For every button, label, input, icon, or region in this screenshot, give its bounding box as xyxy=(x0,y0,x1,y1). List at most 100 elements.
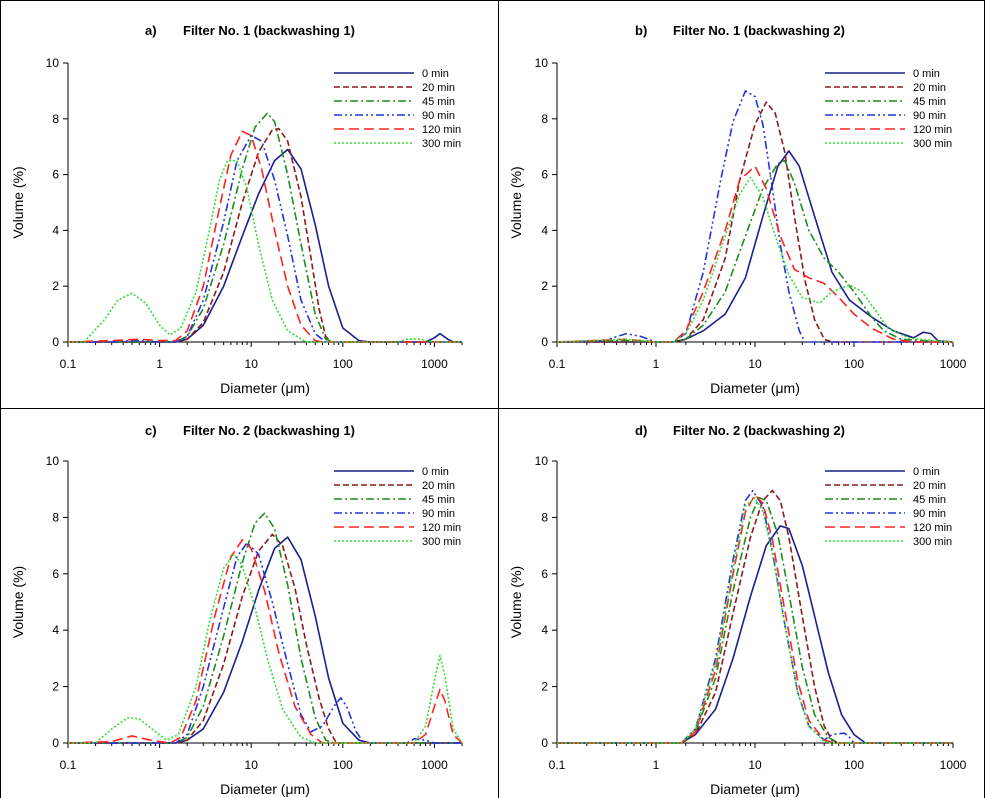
panel-0-series-line-120-min xyxy=(67,130,462,343)
panel-2-legend-label-0-min: 0 min xyxy=(422,466,449,478)
panel-0-y-tick-label: 6 xyxy=(52,168,59,182)
panel-3-y-axis-label: Volume (%) xyxy=(508,566,524,638)
panel-0-x-tick-label: 100 xyxy=(333,357,353,371)
panel-2-y-axis-label: Volume (%) xyxy=(10,566,26,638)
panel-3-y-tick-label: 2 xyxy=(541,680,548,694)
panel-2-series-line-120-min xyxy=(67,539,463,744)
panel-3-legend-label-90-min: 90 min xyxy=(913,508,946,520)
panel-1-y-tick-label: 2 xyxy=(541,279,548,293)
panel-0-y-axis-label: Volume (%) xyxy=(10,166,26,238)
panel-3-chart-title: Filter No. 2 (backwashing 2) xyxy=(673,423,845,438)
panel-1-series-line-90-min xyxy=(556,90,953,343)
panel-1-y-tick-label: 8 xyxy=(541,112,548,126)
panel-3-series-line-120-min xyxy=(557,494,953,744)
panel-0-legend-label-45-min: 45 min xyxy=(422,96,455,108)
panel-d: d) Filter No. 2 (backwashing 2) 0 2 4 6 8 10 0.1… xyxy=(499,409,984,798)
panel-0-legend-label-300-min: 300 min xyxy=(422,138,461,150)
panel-3-panel-label: d) xyxy=(635,423,647,438)
panel-2-y-tick-label: 4 xyxy=(52,623,59,637)
panel-3-series-line-20-min xyxy=(557,489,953,744)
panel-3-x-tick-label: 1 xyxy=(653,758,660,772)
panel-0-y-tick-label: 2 xyxy=(52,279,59,293)
panel-2-series-line-90-min xyxy=(68,541,462,744)
panel-2-legend-label-20-min: 20 min xyxy=(422,480,455,492)
panel-1-x-axis-label: Diameter (μm) xyxy=(710,380,800,396)
panel-0-y-tick-label: 0 xyxy=(52,335,59,349)
panel-c: c) Filter No. 2 (backwashing 1) 0 2 4 6 8 10 0.1… xyxy=(1,409,498,798)
panel-3-legend-label-0-min: 0 min xyxy=(913,466,940,478)
panel-3-x-tick-label: 1000 xyxy=(940,758,967,772)
panel-3-y-tick-label: 6 xyxy=(541,567,548,581)
panel-3-legend-label-20-min: 20 min xyxy=(913,480,946,492)
chart-b: b) Filter No. 1 (backwashing 2) 0 2 4 6 8 10 0.1… xyxy=(508,23,967,396)
panel-2-y-tick-label: 10 xyxy=(46,454,60,468)
panel-0-x-tick-label: 10 xyxy=(245,357,259,371)
panel-2-y-tick-label: 2 xyxy=(52,680,59,694)
panel-3-y-tick-label: 4 xyxy=(541,623,548,637)
panel-3-y-tick-label: 10 xyxy=(535,454,549,468)
panel-1-series-line-45-min xyxy=(556,159,954,343)
panel-2-x-tick-label: 1 xyxy=(156,758,163,772)
panel-1-legend-label-90-min: 90 min xyxy=(913,110,946,122)
panel-1-x-tick-label: 1000 xyxy=(940,357,967,371)
panel-1-y-tick-label: 4 xyxy=(541,223,548,237)
panel-0-x-tick-label: 1000 xyxy=(421,357,448,371)
panel-3-series-line-300-min xyxy=(557,496,953,744)
panel-1-series-line-0-min xyxy=(557,150,954,343)
panel-2-series-line-20-min xyxy=(68,533,462,744)
panel-0-y-tick-label: 8 xyxy=(52,112,59,126)
panel-0-series-line-0-min xyxy=(68,148,462,343)
panel-2-series-line-45-min xyxy=(68,512,462,744)
panel-0-series-line-45-min xyxy=(68,112,462,343)
panel-b: b) Filter No. 1 (backwashing 2) 0 2 4 6 8 10 0.1… xyxy=(499,1,984,408)
panel-2-x-tick-label: 0.1 xyxy=(60,758,77,772)
panel-0-series-line-300-min xyxy=(68,159,462,343)
panel-0-panel-label: a) xyxy=(145,23,157,38)
panel-2-x-tick-label: 1000 xyxy=(421,758,448,772)
panel-0-legend-label-120-min: 120 min xyxy=(422,124,461,136)
panel-3-legend-label-45-min: 45 min xyxy=(913,494,946,506)
panel-3-series-line-0-min xyxy=(557,525,953,744)
panel-0-x-tick-label: 1 xyxy=(156,357,163,371)
panel-0-x-tick-label: 0.1 xyxy=(60,357,77,371)
panel-2-x-axis-label: Diameter (μm) xyxy=(220,781,310,797)
panel-2-y-tick-label: 8 xyxy=(52,510,59,524)
panel-2-panel-label: c) xyxy=(145,423,157,438)
panel-0-y-tick-label: 4 xyxy=(52,223,59,237)
panel-2-series-line-300-min xyxy=(68,553,463,744)
panel-1-series-line-300-min xyxy=(556,176,954,343)
panel-2-series-line-0-min xyxy=(68,536,462,744)
panel-1-y-tick-label: 6 xyxy=(541,168,548,182)
chart-a: a) Filter No. 1 (backwashing 1) 0 2 4 6 8 10 0.1… xyxy=(10,23,463,396)
panel-1-panel-label: b) xyxy=(635,23,647,38)
panel-0-x-axis-label: Diameter (μm) xyxy=(220,380,310,396)
panel-1-chart-title: Filter No. 1 (backwashing 2) xyxy=(673,23,845,38)
panel-0-legend-label-90-min: 90 min xyxy=(422,110,455,122)
panel-2-chart-title: Filter No. 2 (backwashing 1) xyxy=(183,423,355,438)
panel-0-series-line-20-min xyxy=(68,127,462,343)
panel-2-legend-label-120-min: 120 min xyxy=(422,522,461,534)
panel-1-x-tick-label: 0.1 xyxy=(549,357,566,371)
panel-1-y-tick-label: 10 xyxy=(535,56,549,70)
panel-1-x-tick-label: 10 xyxy=(748,357,762,371)
panel-a: a) Filter No. 1 (backwashing 1) 0 2 4 6 8 10 0.1… xyxy=(1,1,498,408)
panel-0-legend-label-20-min: 20 min xyxy=(422,82,455,94)
panel-2-legend-label-90-min: 90 min xyxy=(422,508,455,520)
panel-2-x-tick-label: 100 xyxy=(333,758,353,772)
panel-1-legend-label-20-min: 20 min xyxy=(913,82,946,94)
panel-2-legend-label-45-min: 45 min xyxy=(422,494,455,506)
panel-0-legend-label-0-min: 0 min xyxy=(422,68,449,80)
panel-1-legend-label-120-min: 120 min xyxy=(913,124,952,136)
panel-3-x-tick-label: 0.1 xyxy=(549,758,566,772)
panel-1-series-line-120-min xyxy=(556,165,953,343)
panel-1-y-tick-label: 0 xyxy=(541,335,548,349)
panel-3-x-tick-label: 100 xyxy=(844,758,864,772)
panel-3-series-line-90-min xyxy=(557,489,953,744)
panel-3-series-line-45-min xyxy=(557,496,953,744)
panel-0-y-tick-label: 10 xyxy=(46,56,60,70)
frame-middle-vertical xyxy=(498,0,499,798)
chart-c: c) Filter No. 2 (backwashing 1) 0 2 4 6 8 10 0.1… xyxy=(10,423,463,797)
panel-3-y-tick-label: 8 xyxy=(541,510,548,524)
panel-2-x-tick-label: 10 xyxy=(245,758,259,772)
